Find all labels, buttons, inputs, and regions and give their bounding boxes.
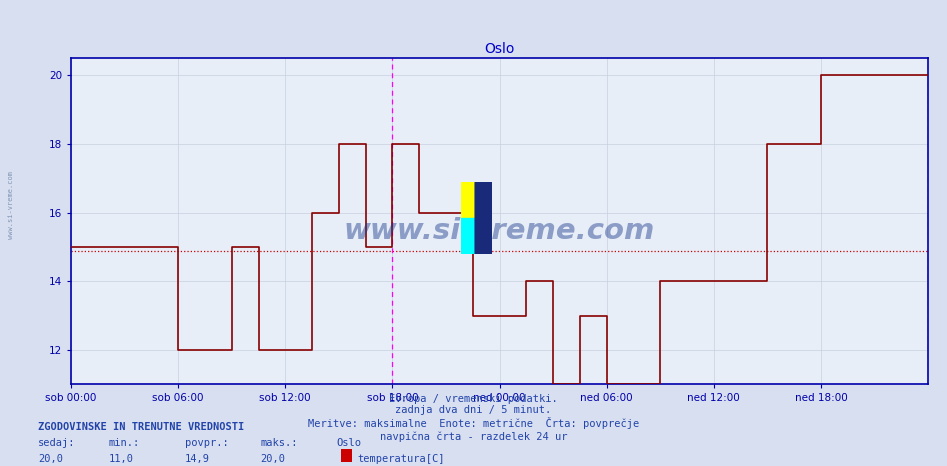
Text: maks.:: maks.:	[260, 438, 298, 448]
Polygon shape	[475, 182, 492, 254]
Polygon shape	[475, 182, 492, 254]
Text: Oslo: Oslo	[336, 438, 361, 448]
Text: ZGODOVINSKE IN TRENUTNE VREDNOSTI: ZGODOVINSKE IN TRENUTNE VREDNOSTI	[38, 422, 244, 432]
Text: sedaj:: sedaj:	[38, 438, 76, 448]
Bar	[461, 218, 492, 254]
Text: temperatura[C]: temperatura[C]	[357, 454, 444, 464]
Text: 11,0: 11,0	[109, 454, 134, 464]
Title: Oslo: Oslo	[484, 41, 515, 56]
Text: 14,9: 14,9	[185, 454, 209, 464]
Text: www.si-vreme.com: www.si-vreme.com	[344, 217, 655, 245]
Text: min.:: min.:	[109, 438, 140, 448]
Text: www.si-vreme.com: www.si-vreme.com	[9, 171, 14, 239]
Text: 20,0: 20,0	[38, 454, 63, 464]
Bar	[461, 182, 492, 218]
Text: povpr.:: povpr.:	[185, 438, 228, 448]
Text: Evropa / vremenski podatki.
zadnja dva dni / 5 minut.
Meritve: maksimalne  Enote: Evropa / vremenski podatki. zadnja dva d…	[308, 394, 639, 442]
Text: 20,0: 20,0	[260, 454, 285, 464]
